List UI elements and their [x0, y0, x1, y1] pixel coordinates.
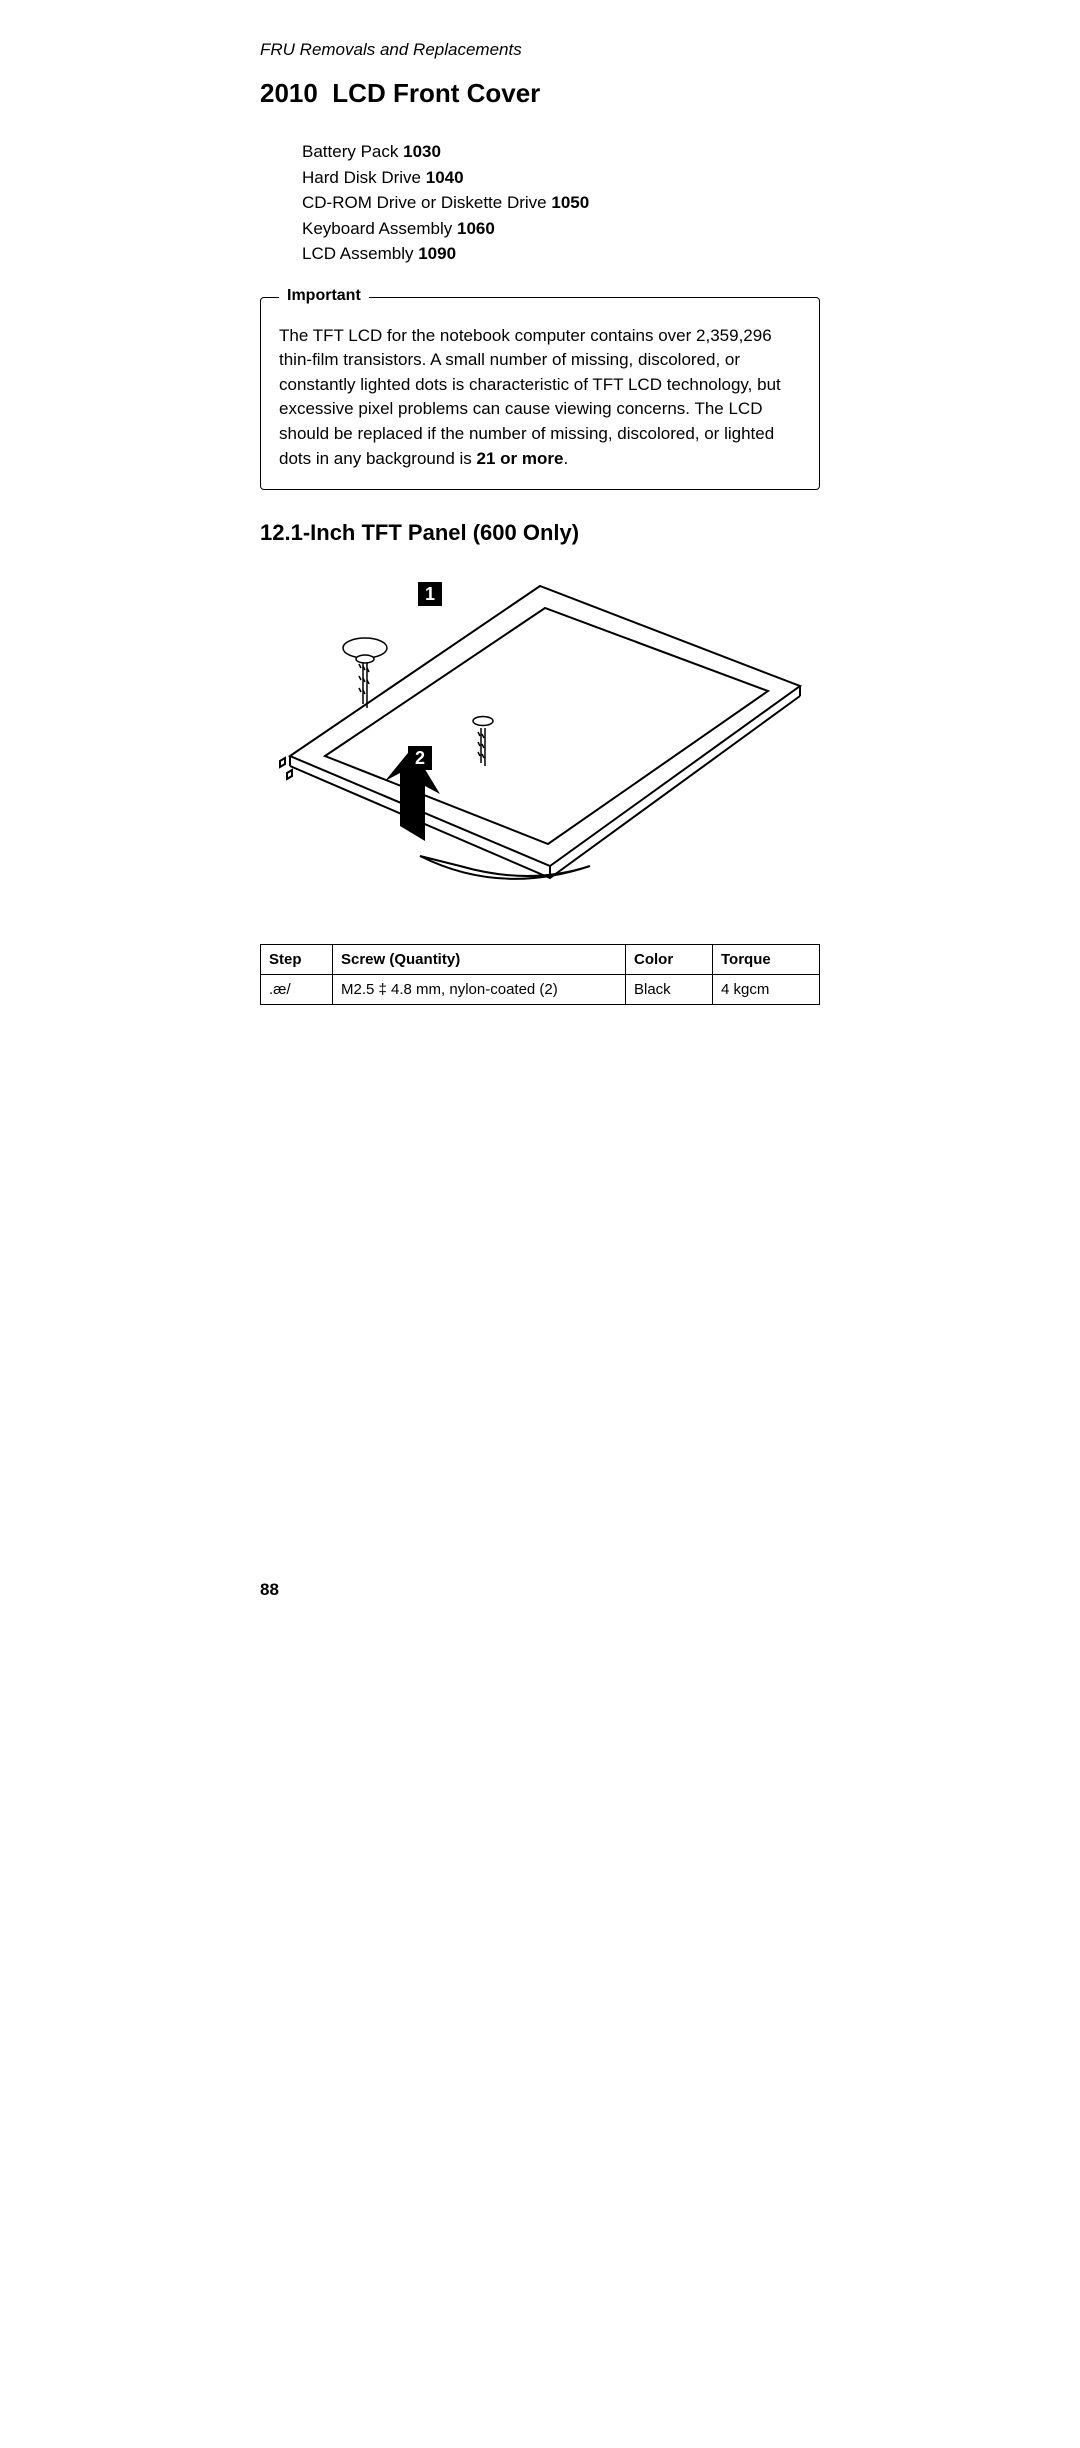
- lcd-diagram: 1 2: [270, 566, 810, 916]
- callout-1-label: 1: [425, 584, 435, 604]
- col-color: Color: [626, 945, 713, 975]
- page-number: 88: [260, 1580, 279, 1600]
- prereq-item: CD-ROM Drive or Diskette Drive 1050: [302, 190, 820, 216]
- col-screw: Screw (Quantity): [333, 945, 626, 975]
- prereq-item: LCD Assembly 1090: [302, 241, 820, 267]
- prerequisite-list: Battery Pack 1030 Hard Disk Drive 1040 C…: [302, 139, 820, 267]
- table-row: .æ/ M2.5 ‡ 4.8 mm, nylon-coated (2) Blac…: [261, 975, 820, 1005]
- page-title: 2010 LCD Front Cover: [260, 78, 820, 109]
- screw-table: Step Screw (Quantity) Color Torque .æ/ M…: [260, 944, 820, 1005]
- prereq-item: Hard Disk Drive 1040: [302, 165, 820, 191]
- important-callout-box: Important The TFT LCD for the notebook c…: [260, 297, 820, 491]
- col-torque: Torque: [713, 945, 820, 975]
- col-step: Step: [261, 945, 333, 975]
- prereq-item: Keyboard Assembly 1060: [302, 216, 820, 242]
- title-text: LCD Front Cover: [332, 78, 540, 108]
- important-text: The TFT LCD for the notebook computer co…: [279, 324, 801, 472]
- title-code: 2010: [260, 78, 318, 108]
- panel-subtitle: 12.1-Inch TFT Panel (600 Only): [260, 520, 820, 546]
- important-label: Important: [279, 287, 369, 305]
- section-header: FRU Removals and Replacements: [260, 40, 820, 60]
- table-header-row: Step Screw (Quantity) Color Torque: [261, 945, 820, 975]
- prereq-item: Battery Pack 1030: [302, 139, 820, 165]
- callout-2-label: 2: [415, 748, 425, 768]
